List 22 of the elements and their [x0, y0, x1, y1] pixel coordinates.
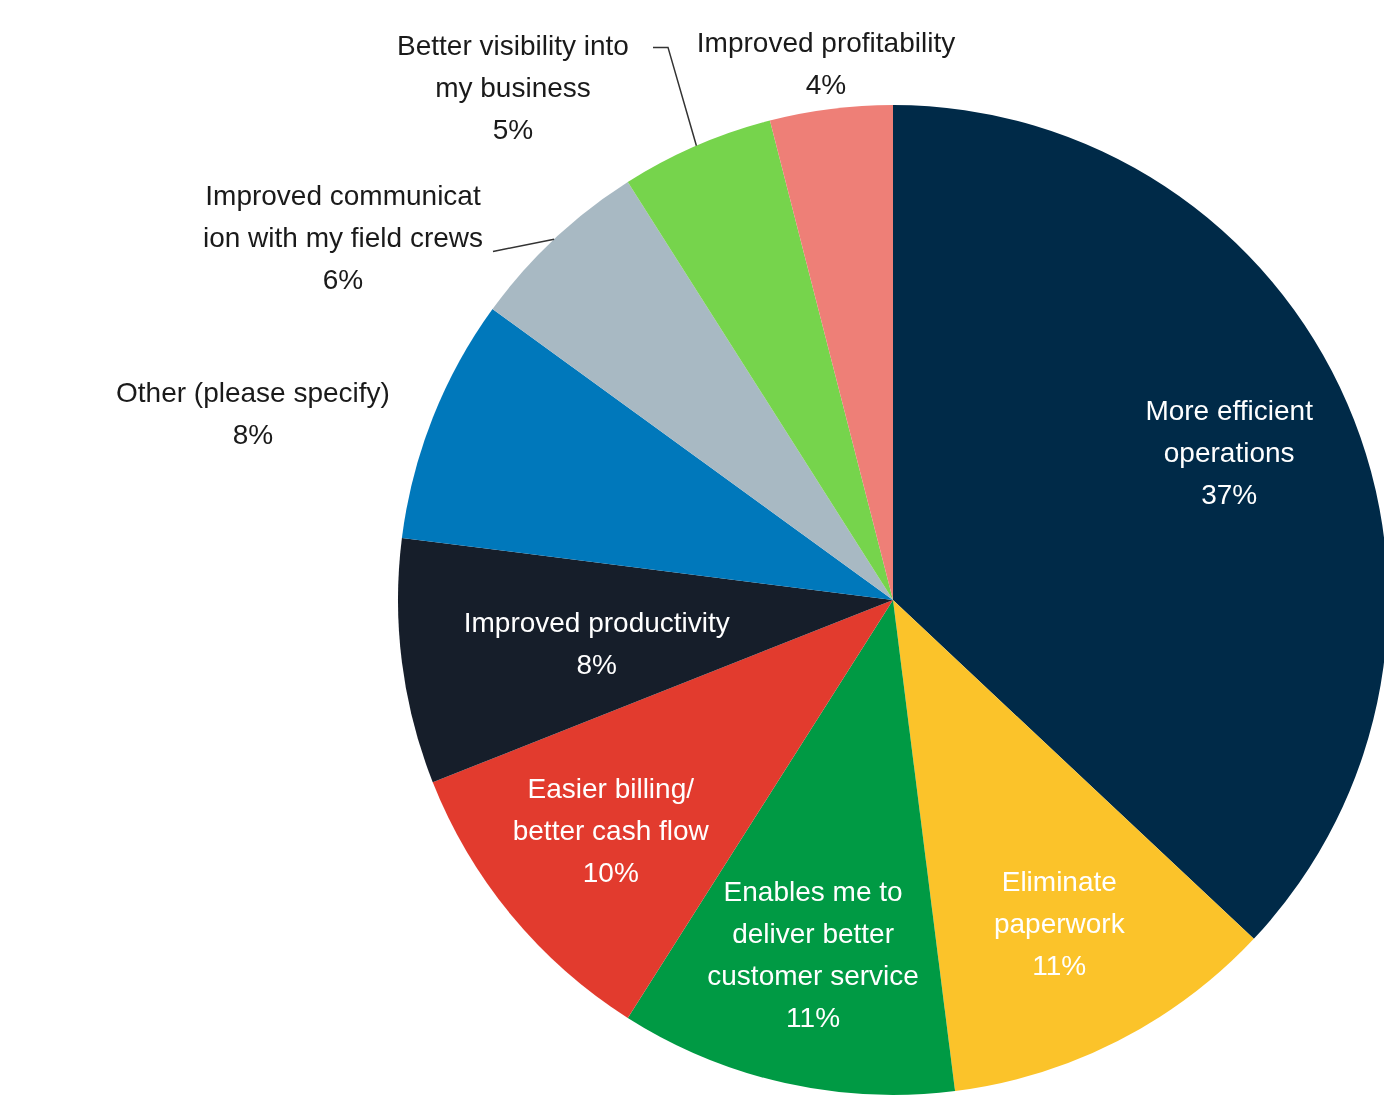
slice-label: Other (please specify) — [116, 377, 390, 409]
slice-label: More efficient operations — [1145, 394, 1314, 468]
pie-slice — [492, 182, 893, 600]
data-label: 11% — [1032, 950, 1087, 982]
pie-slice — [401, 309, 893, 600]
slice-label: Improved profitability — [696, 27, 956, 59]
slice-label: Easier billing/ better cash flow — [512, 773, 710, 847]
data-label: 10% — [582, 857, 639, 889]
slice-label: Improved communicat ion with my field crews — [202, 180, 484, 254]
pie-slice — [627, 120, 893, 600]
data-label: 11% — [786, 1002, 841, 1034]
slice-label: Enables me to deliver better customer service — [707, 876, 919, 992]
data-label: 5% — [492, 114, 534, 146]
data-label: 8% — [232, 419, 274, 451]
data-label: 4% — [805, 69, 847, 101]
slice-label: Better visibility into my business — [397, 30, 629, 104]
slice-label: Improved productivity — [463, 606, 730, 638]
data-label: 8% — [576, 648, 617, 680]
data-label: 6% — [322, 264, 364, 296]
slice-label: Eliminate paperwork — [993, 866, 1126, 940]
data-label: 37% — [1201, 478, 1258, 510]
pie-slice — [769, 105, 893, 600]
